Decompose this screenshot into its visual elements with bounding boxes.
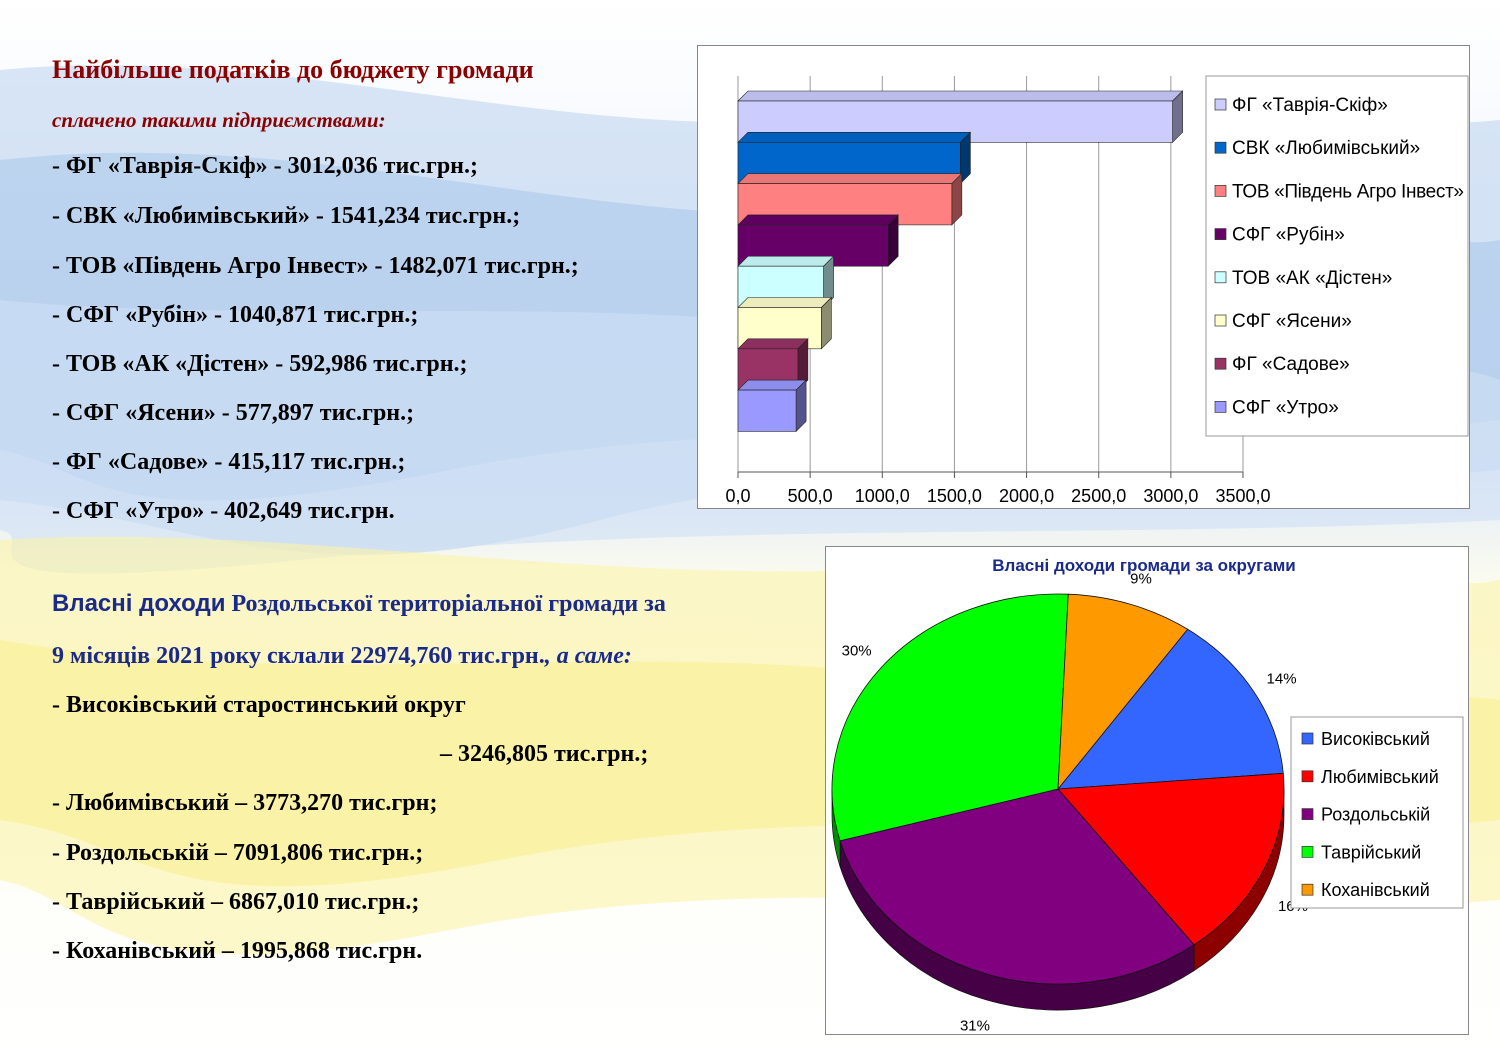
income-line: - Таврійський – 6867,010 тис.грн.; [52, 889, 420, 915]
tax-heading: Найбільше податків до бюджету громади [52, 55, 534, 84]
legend-label: СВК «Любимівський» [1232, 138, 1420, 159]
legend-label: ТОВ «Південь Агро Інвест» [1232, 181, 1464, 202]
pie-chart-panel: Власні доходи громади за округами14%16%3… [825, 546, 1469, 1035]
x-tick-label: 500,0 [788, 486, 833, 506]
legend-box [1205, 75, 1469, 437]
income-line: - Коханівський – 1995,868 тис.грн. [52, 938, 423, 964]
bar-top [737, 90, 1184, 102]
legend-swatch [1214, 401, 1227, 413]
legend-label: Роздольській [1321, 805, 1430, 825]
bar-chart: 0,0 500,0 1000,0 1500,0 2000,0 2500,0 3000,0 35… [725, 75, 1469, 506]
legend-swatch [1214, 185, 1227, 197]
legend-swatch [1301, 808, 1314, 820]
x-tick-label: 2000,0 [999, 486, 1054, 506]
bar-top [737, 214, 899, 226]
pie-slice [831, 593, 1069, 842]
tax-line: - СФГ «Рубін» - 1040,871 тис.грн.; [52, 302, 419, 328]
legend-label: Коханівський [1321, 880, 1430, 900]
x-tick-label: 3000,0 [1143, 486, 1198, 506]
legend-label: ФГ «Таврія-Скіф» [1232, 95, 1388, 116]
x-tick-label: 2500,0 [1071, 486, 1126, 506]
tax-line: - ТОВ «АК «Дістен» - 592,986 тис.грн.; [52, 351, 468, 377]
bar [737, 389, 797, 432]
pie-slice [1057, 628, 1284, 790]
x-tick-label: 1000,0 [855, 486, 910, 506]
bar-top [737, 132, 972, 143]
pie-data-label: 9% [1130, 571, 1152, 588]
legend-swatch [1301, 770, 1314, 783]
chart-title: Власні доходи громади за округами [992, 556, 1295, 575]
income-line: - Роздольській – 7091,806 тис.грн.; [52, 840, 424, 866]
tax-line: - ФГ «Таврія-Скіф» - 3012,036 тис.грн.; [52, 153, 478, 179]
x-tick-label: 0,0 [725, 486, 750, 506]
income-total-suffix: , а саме: [544, 643, 632, 669]
pie-slice [839, 788, 1195, 985]
pie-slice [1057, 772, 1285, 946]
x-tick-label: 3500,0 [1215, 486, 1270, 506]
tax-subheading: сплачено такими підприємствами: [52, 108, 386, 132]
income-total-line: 9 місяців 2021 року склали 22974,760 тис… [52, 643, 632, 670]
income-title-part2: Роздольської територіальної громади за [225, 591, 666, 617]
pie-data-label: 31% [960, 1017, 990, 1034]
legend-swatch [1214, 98, 1227, 111]
legend-box [1290, 716, 1464, 909]
legend-label: СФГ «Утро» [1232, 397, 1339, 418]
income-line: - Високівський старостинський округ [52, 692, 466, 718]
legend-swatch [1214, 271, 1227, 284]
legend-swatch [1214, 314, 1227, 327]
tax-line: - ФГ «Садове» - 415,117 тис.грн.; [52, 449, 406, 475]
legend-label: ТОВ «АК «Дістен» [1232, 268, 1392, 289]
bar-top [737, 338, 809, 350]
legend-swatch [1214, 141, 1227, 154]
income-title: Власні доходи Роздольської територіально… [52, 590, 666, 618]
legend-label: Любимівський [1321, 767, 1439, 787]
pie-data-label: 14% [1267, 671, 1297, 688]
legend-swatch [1301, 732, 1314, 745]
legend-label: СФГ «Рубін» [1232, 225, 1345, 246]
legend-swatch [1214, 228, 1227, 240]
pie-chart: Власні доходи громади за округами14%16%3… [831, 556, 1464, 1034]
legend-swatch [1214, 357, 1227, 370]
bar-top [737, 297, 833, 308]
tax-line: - СФГ «Ясени» - 577,897 тис.грн.; [52, 400, 415, 426]
bar-top [737, 255, 835, 267]
legend-label: Таврійський [1321, 842, 1421, 862]
legend-swatch [1301, 883, 1314, 896]
tax-line: - СФГ «Утро» - 402,649 тис.грн. [52, 498, 395, 524]
tax-line: - ТОВ «Південь Агро Інвест» - 1482,071 т… [52, 253, 579, 279]
pie-data-label: 30% [842, 642, 872, 659]
income-line: – 3246,805 тис.грн.; [440, 741, 649, 767]
pie-slice [1057, 593, 1189, 791]
legend-label: Високівський [1321, 729, 1430, 749]
x-tick-label: 1500,0 [927, 486, 982, 506]
bar-chart-panel: 0,0 500,0 1000,0 1500,0 2000,0 2500,0 3000,0 35… [697, 45, 1470, 509]
legend-label: ФГ «Садове» [1232, 354, 1350, 375]
bar-top [737, 173, 963, 184]
income-title-part1: Власні доходи [52, 590, 226, 617]
legend-label: СФГ «Ясени» [1232, 311, 1352, 332]
bar-top [737, 379, 807, 391]
legend-swatch [1301, 846, 1314, 858]
tax-line: - СВК «Любимівський» - 1541,234 тис.грн.… [52, 203, 521, 229]
income-line: - Любимівський – 3773,270 тис.грн; [52, 790, 438, 816]
income-total: 9 місяців 2021 року склали 22974,760 тис… [52, 643, 545, 669]
